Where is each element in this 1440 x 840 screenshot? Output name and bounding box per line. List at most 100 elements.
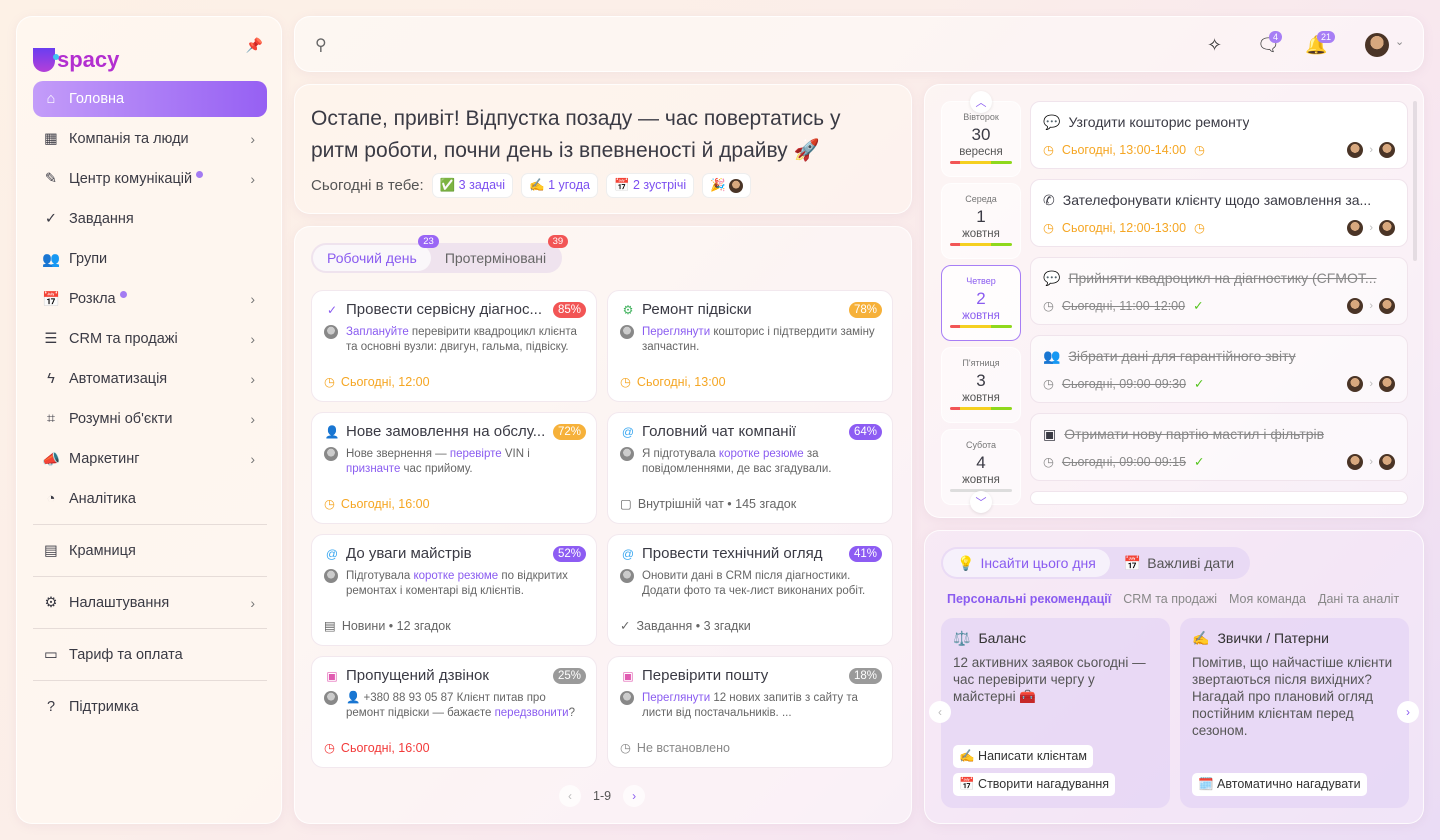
ai-sparkle-icon[interactable]: ✧ bbox=[1207, 35, 1223, 55]
task-footer: ◷ Не встановлено bbox=[620, 740, 730, 756]
event-item[interactable]: ✆ Зателефонувати клієнту щодо замовлення … bbox=[1030, 179, 1408, 247]
chevron-down-icon[interactable]: ﹀ bbox=[970, 491, 992, 513]
action-link[interactable]: призначте bbox=[346, 463, 401, 475]
chevron-down-icon[interactable]: ⌄ bbox=[1395, 36, 1405, 48]
sidebar-item-billing[interactable]: ▭ Тариф та оплата bbox=[33, 637, 267, 673]
task-title[interactable]: Пропущений дзвінок bbox=[346, 667, 489, 684]
event-item[interactable]: ▣ Отримати нову партію мастил і фільтрів ◷… bbox=[1030, 413, 1408, 481]
insight-subtab[interactable]: Персональні рекомендації bbox=[947, 592, 1112, 606]
home-icon: ⌂ bbox=[46, 91, 56, 107]
today-chip[interactable]: 🎉 bbox=[702, 173, 751, 198]
task-footer-text: Сьогодні, 16:00 bbox=[340, 496, 430, 511]
event-item[interactable]: 💬 Узгодити кошторис ремонту ◷ Сьогодні, 13:… bbox=[1030, 101, 1408, 169]
next-insight-button[interactable]: › bbox=[1397, 701, 1419, 723]
sidebar-item-schedule[interactable]: 📅 Розкла › bbox=[33, 281, 267, 317]
sidebar-item-analytics[interactable]: ◔ Аналітика bbox=[33, 481, 267, 517]
description-text: Переглянути 12 нових запитів з сайту та … bbox=[642, 691, 882, 721]
today-chip[interactable]: 📅 2 зустрічі bbox=[605, 173, 695, 198]
task-title[interactable]: Перевірити пошту bbox=[642, 667, 769, 684]
tab-overdue[interactable]: Протерміновані 39 bbox=[431, 235, 569, 271]
prev-page-button[interactable]: ‹ bbox=[559, 785, 581, 807]
event-item[interactable]: 👥 Зібрати дані для гарантійного звіту ◷ Сьо… bbox=[1030, 335, 1408, 403]
day-item[interactable]: П'ятниця 3 жовтня bbox=[941, 347, 1021, 423]
today-chip[interactable]: ✅ 3 задачі bbox=[431, 173, 514, 198]
pin-icon[interactable]: 📌 bbox=[245, 37, 263, 53]
user-avatar[interactable] bbox=[1365, 33, 1389, 57]
insight-subtab[interactable]: Моя команда bbox=[1228, 592, 1306, 606]
tab-workday[interactable]: Робочий день 23 bbox=[313, 235, 439, 271]
task-title[interactable]: Головний чат компанії bbox=[642, 423, 797, 440]
task-title[interactable]: Провести сервісну діагнос... bbox=[346, 301, 542, 318]
task-card[interactable]: ▣ Перевірити пошту 18% Переглянути 12 нових… bbox=[607, 656, 893, 768]
task-card[interactable]: ⚙ Ремонт підвіски 78% Переглянути кошторис … bbox=[607, 290, 893, 402]
day-item[interactable]: Середа 1 жовтня bbox=[941, 183, 1021, 259]
sidebar-item-communications[interactable]: ✎ Центр комунікацій › bbox=[33, 161, 267, 197]
task-card[interactable]: @ До уваги майстрів 52% Підготувала коротке… bbox=[311, 534, 597, 646]
settings-icon: ⚙ bbox=[44, 595, 58, 611]
tab-label: Важливі дати bbox=[1147, 555, 1235, 571]
messages-icon[interactable]: 🗨 4 bbox=[1257, 31, 1283, 56]
tab-insights[interactable]: 💡 Інсайти цього дня bbox=[943, 549, 1110, 577]
sidebar-item-groups[interactable]: 👥 Групи bbox=[33, 241, 267, 277]
sidebar-item-crm[interactable]: ☰ CRM та продажі › bbox=[33, 321, 267, 357]
action-link[interactable]: коротке резюме bbox=[718, 448, 804, 460]
event-item[interactable]: 💬 Прийняти квадроцикл на діагностику (CFM… bbox=[1030, 257, 1408, 325]
uspacy-logo[interactable]: spacy bbox=[33, 47, 119, 73]
event-title-row: ▣ Отримати нову партію мастил і фільтрів bbox=[1043, 426, 1395, 443]
action-link[interactable]: Переглянути bbox=[642, 692, 711, 704]
task-title[interactable]: Ремонт підвіски bbox=[642, 301, 752, 318]
action-link[interactable]: перевірте bbox=[449, 448, 502, 460]
task-card[interactable]: ▣ Пропущений дзвінок 25% 👤 +380 88 93 05 87… bbox=[311, 656, 597, 768]
task-title[interactable]: До уваги майстрів bbox=[346, 545, 472, 562]
event-time: Сьогодні, 13:00-14:00 bbox=[1061, 142, 1187, 157]
clock-icon: ◷ bbox=[1043, 377, 1054, 391]
workload-bar bbox=[950, 161, 1012, 164]
insight-action-button[interactable]: 📅 Створити нагадування bbox=[953, 773, 1116, 796]
insight-subtab[interactable]: Дані та аналіт bbox=[1318, 592, 1400, 606]
sidebar-item-tasks[interactable]: ✓ Завдання bbox=[33, 201, 267, 237]
today-chip[interactable]: ✍️ 1 угода bbox=[521, 173, 598, 198]
search-icon[interactable]: ⚲ bbox=[315, 37, 327, 54]
sidebar-item-automation[interactable]: ϟ Автоматизація › bbox=[33, 361, 267, 397]
day-number: 30 bbox=[971, 125, 991, 144]
action-link[interactable]: Переглянути bbox=[642, 326, 711, 338]
divider bbox=[33, 524, 267, 525]
task-card[interactable]: ✓ Провести сервісну діагнос... 85% Заплануй… bbox=[311, 290, 597, 402]
tab-important-dates[interactable]: 📅 Важливі дати bbox=[1110, 549, 1248, 577]
task-title[interactable]: Провести технічний огляд bbox=[642, 545, 823, 562]
action-link[interactable]: передзвонити bbox=[494, 707, 569, 719]
sidebar-item-settings[interactable]: ⚙ Налаштування › bbox=[33, 585, 267, 621]
notifications-icon[interactable]: 🔔 21 bbox=[1305, 31, 1336, 56]
marketing-icon: 📣 bbox=[41, 451, 61, 468]
task-card[interactable]: @ Головний чат компанії 64% Я підготувала к… bbox=[607, 412, 893, 524]
avatar bbox=[1379, 220, 1395, 236]
insight-action-button[interactable]: 🗓️ Автоматично нагадувати bbox=[1192, 773, 1367, 796]
insight-action-button[interactable]: ✍️ Написати клієнтам bbox=[953, 745, 1093, 768]
sidebar-item-marketing[interactable]: 📣 Маркетинг › bbox=[33, 441, 267, 477]
assistant-avatar bbox=[324, 447, 338, 461]
action-link[interactable]: коротке резюме bbox=[413, 570, 499, 582]
task-card[interactable]: 👤 Нове замовлення на обслу... 72% Нове звер… bbox=[311, 412, 597, 524]
prev-insight-button[interactable]: ‹ bbox=[929, 701, 951, 723]
action-link[interactable]: Заплануйте bbox=[346, 326, 409, 338]
event-item[interactable] bbox=[1030, 491, 1408, 505]
assistant-avatar bbox=[324, 569, 338, 583]
sidebar-item-smart-objects[interactable]: ⌗ Розумні об'єкти › bbox=[33, 401, 267, 437]
chevron-up-icon[interactable]: ︿ bbox=[970, 91, 992, 113]
priority-badge: 64% bbox=[848, 423, 882, 440]
scrollbar[interactable] bbox=[1413, 101, 1417, 261]
task-title[interactable]: Нове замовлення на обслу... bbox=[346, 423, 546, 440]
sidebar-item-company[interactable]: ▦ Компанія та люди › bbox=[33, 121, 267, 157]
sidebar-item-home[interactable]: ⌂ Головна bbox=[33, 81, 267, 117]
day-item[interactable]: Четвер 2 жовтня bbox=[941, 265, 1021, 341]
sidebar-item-support[interactable]: ? Підтримка bbox=[33, 689, 267, 725]
text-segment: 👤 +380 88 93 05 87 bbox=[346, 692, 457, 704]
next-page-button[interactable]: › bbox=[623, 785, 646, 807]
text-segment: Підготувала bbox=[346, 570, 414, 582]
search-input[interactable] bbox=[339, 31, 1139, 59]
task-card[interactable]: @ Провести технічний огляд 41% Оновити дані… bbox=[607, 534, 893, 646]
chevron-right-icon: › bbox=[250, 411, 255, 427]
insight-subtab[interactable]: CRM та продажі bbox=[1123, 592, 1217, 606]
task-description: Переглянути кошторис і підтвердити замін… bbox=[620, 325, 882, 355]
sidebar-item-store[interactable]: ▤ Крамниця bbox=[33, 533, 267, 569]
